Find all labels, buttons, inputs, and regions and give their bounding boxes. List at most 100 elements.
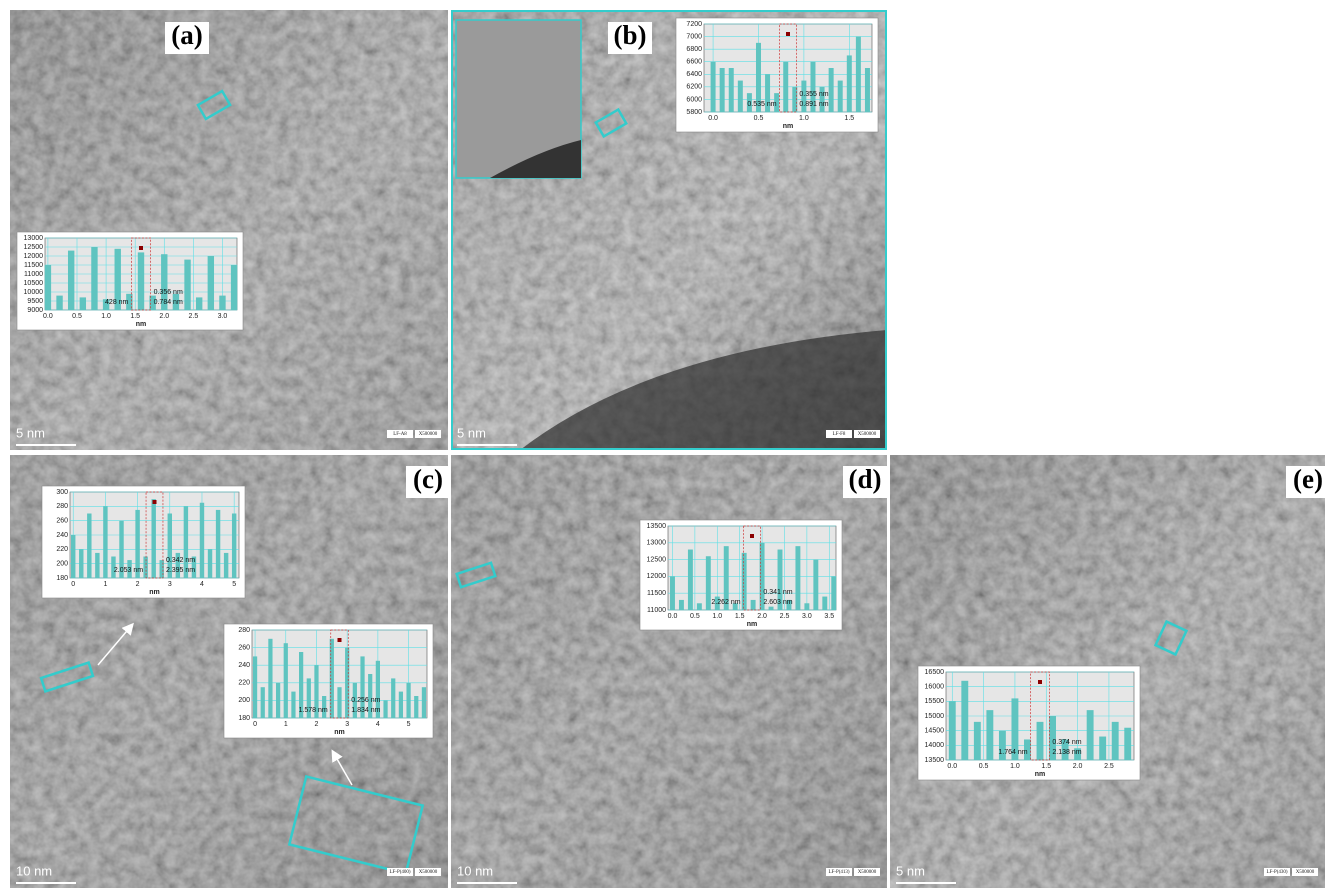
profile-bar <box>143 557 147 579</box>
x-tick-label: 3.0 <box>218 313 228 320</box>
profile-bar <box>330 639 334 718</box>
panel: 9000950010000105001100011500120001250013… <box>10 10 448 450</box>
x-tick-label: 1.0 <box>1010 763 1020 770</box>
footer-text: X500000 <box>1296 870 1315 875</box>
profile-bar <box>1037 722 1044 760</box>
profile-bar <box>80 297 86 310</box>
profile-bar <box>783 62 788 112</box>
measurement-label: 0.374 nm <box>1052 739 1081 746</box>
profile-bar <box>720 68 725 112</box>
x-tick-label: 3 <box>345 721 349 728</box>
y-tick-label: 10000 <box>24 289 44 296</box>
profile-bar <box>87 514 91 579</box>
y-tick-label: 280 <box>56 503 68 510</box>
x-tick-label: 1.5 <box>130 313 140 320</box>
y-tick-label: 9500 <box>27 298 43 305</box>
x-tick-label: 1.0 <box>799 115 809 122</box>
footer-text: LF-A8 <box>393 432 407 437</box>
x-tick-label: 0.0 <box>947 763 957 770</box>
measurement-label: 0.256 nm <box>351 697 380 704</box>
profile-bar <box>261 687 265 718</box>
y-tick-label: 16000 <box>925 684 945 691</box>
y-tick-label: 6000 <box>686 96 702 103</box>
profile-bar <box>45 265 51 310</box>
profile-bar <box>1112 722 1119 760</box>
y-tick-label: 11500 <box>647 590 666 597</box>
measurement-label: 1.578 nm <box>299 707 328 714</box>
profile-bar <box>742 553 747 610</box>
x-axis-label: nm <box>783 123 794 130</box>
y-tick-label: 12500 <box>24 244 44 251</box>
profile-bar <box>1087 710 1094 760</box>
y-tick-label: 220 <box>56 546 68 553</box>
y-tick-label: 6600 <box>686 59 702 66</box>
measurement-label: 0.341 nm <box>763 589 792 596</box>
footer-text: LF-P(430) <box>1266 870 1287 875</box>
x-tick-label: 0.0 <box>43 313 53 320</box>
scale-bar-label: 5 nm <box>457 425 486 440</box>
panel-label: (e) <box>1293 464 1323 494</box>
x-axis-label: nm <box>334 729 345 736</box>
scale-bar-label: 5 nm <box>896 863 925 878</box>
footer-text: X500000 <box>419 870 438 875</box>
profile-bar <box>68 251 74 310</box>
x-tick-label: 3.5 <box>824 613 834 620</box>
measure-marker <box>750 534 754 538</box>
y-tick-label: 10500 <box>24 280 44 287</box>
measurement-label: 2.262 nm <box>711 599 740 606</box>
x-tick-label: 0.0 <box>668 613 678 620</box>
profile-bar <box>138 252 144 310</box>
y-tick-label: 200 <box>56 561 68 568</box>
x-axis-label: nm <box>1035 771 1046 778</box>
x-tick-label: 1 <box>284 721 288 728</box>
profile-bar <box>974 722 981 760</box>
profile-bar <box>253 656 257 718</box>
profile-bar <box>706 556 711 610</box>
profile-bar <box>414 696 418 718</box>
footer-text: X500000 <box>858 432 877 437</box>
plot-area <box>668 526 836 610</box>
x-tick-label: 3 <box>168 581 172 588</box>
panel-label: (d) <box>849 464 882 494</box>
footer-text: X500000 <box>858 870 877 875</box>
profile-bar <box>738 81 743 112</box>
y-tick-label: 240 <box>56 532 68 539</box>
profile-bar <box>284 643 288 718</box>
profile-bar <box>151 499 155 578</box>
y-tick-label: 11500 <box>24 262 43 269</box>
y-tick-label: 9000 <box>27 307 43 314</box>
measure-marker <box>786 32 790 36</box>
y-tick-label: 14500 <box>925 728 945 735</box>
profile-bar <box>231 265 237 310</box>
x-tick-label: 2.5 <box>1104 763 1114 770</box>
panel: 135001400014500150001550016000165000.00.… <box>890 455 1325 888</box>
measurement-label: 0.784 nm <box>154 299 183 306</box>
y-tick-label: 200 <box>238 697 250 704</box>
scale-bar-label: 10 nm <box>16 863 52 878</box>
y-tick-label: 13000 <box>647 540 667 547</box>
footer-text: LF-P(413) <box>828 870 849 875</box>
profile-bar <box>838 81 843 112</box>
x-tick-label: 1.5 <box>844 115 854 122</box>
profile-bar <box>103 506 107 578</box>
profile-bar <box>961 681 968 760</box>
measurement-label: 2.395 nm <box>166 567 195 574</box>
profile-bar <box>383 700 387 718</box>
profile-bar <box>79 549 83 578</box>
x-axis-label: nm <box>136 321 147 328</box>
x-tick-label: 2.0 <box>757 613 767 620</box>
profile-bar <box>91 247 97 310</box>
profile-bar <box>679 600 684 610</box>
profile-bar <box>399 692 403 718</box>
measurement-label: 0.535 nm <box>747 101 776 108</box>
measurement-label: 428 nm <box>105 299 129 306</box>
y-tick-label: 5800 <box>686 109 702 116</box>
x-tick-label: 5 <box>232 581 236 588</box>
y-tick-label: 12000 <box>24 253 44 260</box>
profile-bar <box>822 597 827 610</box>
footer-text: X500000 <box>419 432 438 437</box>
measure-marker <box>338 638 342 642</box>
y-tick-label: 7200 <box>686 21 702 28</box>
y-tick-label: 180 <box>238 715 250 722</box>
